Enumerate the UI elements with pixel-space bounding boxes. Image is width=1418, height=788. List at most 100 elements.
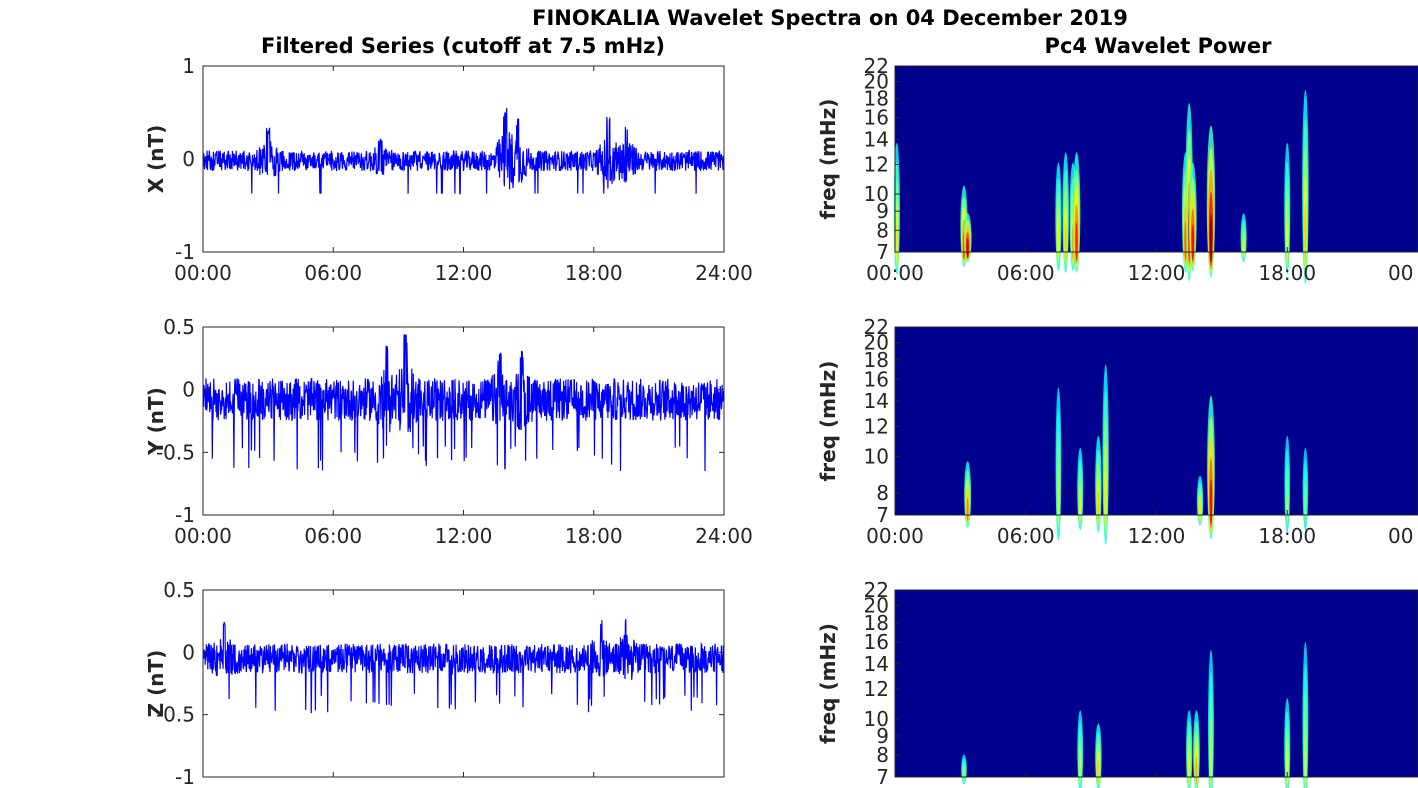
y-tick-label: 18 xyxy=(864,348,889,372)
y-axis-label: Z (nT) xyxy=(144,650,168,718)
power-event xyxy=(1102,364,1109,545)
y-tick-label: 16 xyxy=(864,367,889,391)
y-tick-label: 0.5 xyxy=(163,315,195,339)
power-event xyxy=(1077,447,1084,531)
power-event xyxy=(1196,475,1204,526)
power-event xyxy=(1055,162,1062,272)
y-axis-label: freq (mHz) xyxy=(816,99,840,220)
y-tick-label: 9 xyxy=(876,199,889,223)
power-event xyxy=(1095,723,1102,788)
y-tick-label: 18 xyxy=(864,87,889,111)
y-tick-label: 8 xyxy=(876,481,889,505)
x-tick-label: 00:00 xyxy=(174,261,232,285)
y-tick-label: 7 xyxy=(876,240,889,264)
line-panel-3: 0.5 0 -0.5 -1 Z (nT) xyxy=(144,578,725,788)
x-tick-label: 12:00 xyxy=(435,261,493,285)
y-tick-label: 7 xyxy=(876,765,889,788)
y-tick-label: 18 xyxy=(864,611,889,635)
y-tick-label: 10 xyxy=(864,182,889,206)
x-tick-label: 00 xyxy=(1388,261,1413,285)
power-event xyxy=(1302,447,1309,531)
y-tick-label: 9 xyxy=(876,724,889,748)
y-tick-label: 0 xyxy=(182,147,195,171)
x-tick-label: 00:00 xyxy=(866,524,924,548)
y-tick-label: 14 xyxy=(864,652,889,676)
y-tick-label: 22 xyxy=(864,54,889,78)
power-event xyxy=(1208,649,1214,788)
y-tick-label: 12 xyxy=(864,152,889,176)
y-tick-label: -0.5 xyxy=(156,703,195,727)
x-tick-label: 18:00 xyxy=(1258,261,1316,285)
y-tick-label: 0.5 xyxy=(163,578,195,602)
power-event xyxy=(1077,710,1084,788)
y-tick-label: 22 xyxy=(864,315,889,339)
x-tick-label: 18:00 xyxy=(1258,524,1316,548)
power-event xyxy=(1055,387,1062,541)
y-tick-label: 12 xyxy=(864,677,889,701)
power-event xyxy=(963,213,972,263)
x-tick-label: 18:00 xyxy=(565,524,623,548)
y-tick-label: 16 xyxy=(864,106,889,130)
y-tick-label: 10 xyxy=(864,707,889,731)
y-tick-label: 20 xyxy=(864,69,889,93)
x-tick-label: 00:00 xyxy=(174,524,232,548)
power-event xyxy=(1186,710,1193,788)
x-tick-label: 12:00 xyxy=(435,524,493,548)
power-event xyxy=(1302,89,1309,284)
y-tick-label: -0.5 xyxy=(156,440,195,464)
y-tick-label: -1 xyxy=(175,765,195,788)
y-tick-label: 12 xyxy=(864,415,889,439)
x-tick-label: 06:00 xyxy=(304,261,362,285)
x-tick-label: 24:00 xyxy=(695,524,753,548)
x-tick-label: 00 xyxy=(1388,524,1413,548)
y-tick-label: -1 xyxy=(175,503,195,527)
y-tick-label: 22 xyxy=(864,578,889,602)
y-tick-label: -1 xyxy=(175,240,195,264)
x-tick-label: 00:00 xyxy=(866,261,924,285)
y-axis-label: X (nT) xyxy=(144,125,168,194)
y-tick-label: 1 xyxy=(182,54,195,78)
power-event xyxy=(1188,162,1197,272)
power-event xyxy=(1284,142,1291,275)
power-event xyxy=(1302,641,1309,788)
plot-area xyxy=(203,590,724,777)
y-axis-label: Y (nT) xyxy=(144,387,168,456)
figure-title: FINOKALIA Wavelet Spectra on 04 December… xyxy=(532,6,1128,30)
x-tick-label: 06:00 xyxy=(997,261,1055,285)
spectrum-background xyxy=(895,590,1418,777)
power-event xyxy=(1284,435,1291,533)
left-column-title: Filtered Series (cutoff at 7.5 mHz) xyxy=(261,34,665,58)
spectrum-background xyxy=(895,66,1418,252)
y-axis-label: freq (mHz) xyxy=(816,361,840,482)
power-event xyxy=(1207,395,1215,540)
power-event xyxy=(1240,213,1247,263)
y-tick-label: 10 xyxy=(864,444,889,468)
y-tick-label: 20 xyxy=(864,594,889,618)
x-tick-label: 06:00 xyxy=(997,524,1055,548)
y-tick-label: 14 xyxy=(864,127,889,151)
y-tick-label: 0 xyxy=(182,378,195,402)
x-tick-label: 12:00 xyxy=(1128,524,1186,548)
power-event xyxy=(1193,710,1200,788)
power-event xyxy=(1062,152,1069,273)
series-trace xyxy=(202,619,725,714)
power-event xyxy=(964,461,972,528)
y-tick-label: 8 xyxy=(876,743,889,767)
x-tick-label: 24:00 xyxy=(695,261,753,285)
series-trace xyxy=(202,108,725,195)
y-tick-label: 14 xyxy=(864,389,889,413)
power-event xyxy=(1095,435,1102,533)
power-event xyxy=(961,754,967,785)
y-tick-label: 0 xyxy=(182,640,195,664)
line-panel-2: 0.5 0 -0.5 -100:00 06:00 12:00 18:00 24:00 Y (nT… xyxy=(144,315,753,548)
power-event xyxy=(1206,125,1216,278)
y-tick-label: 20 xyxy=(864,331,889,355)
x-tick-label: 12:00 xyxy=(1128,261,1186,285)
y-tick-label: 16 xyxy=(864,630,889,654)
power-event xyxy=(1072,152,1081,273)
right-column-title: Pc4 Wavelet Power xyxy=(1045,34,1273,58)
spectrum-background xyxy=(895,327,1418,515)
